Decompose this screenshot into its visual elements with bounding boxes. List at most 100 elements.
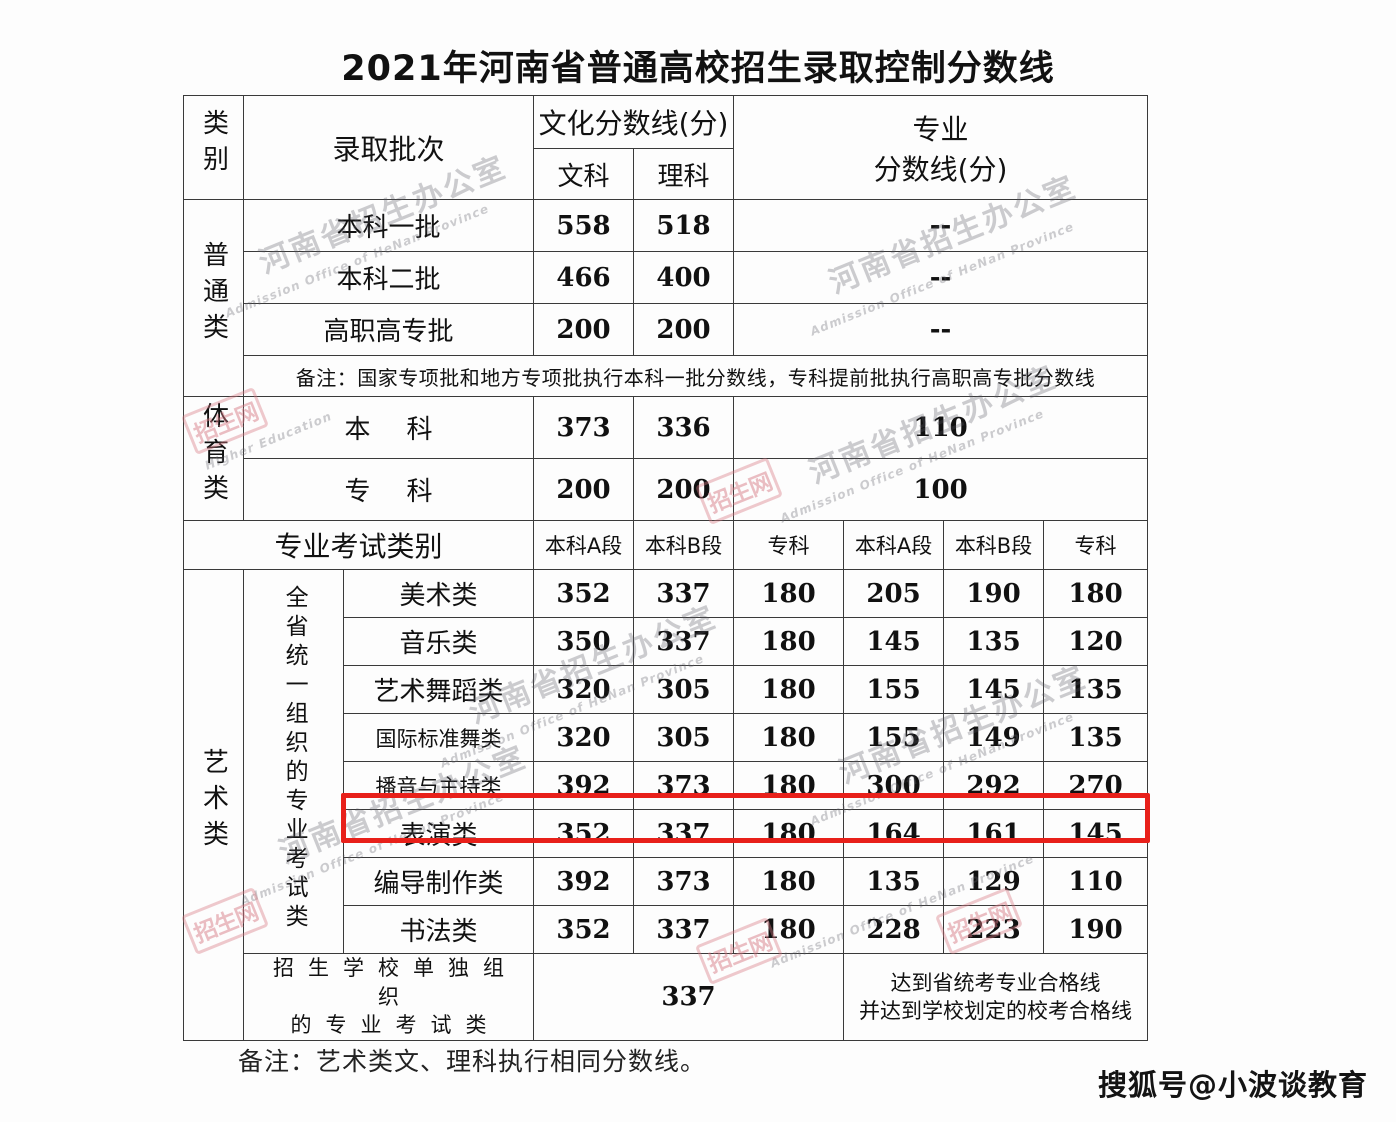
cell-science-score: 518 [633, 199, 735, 252]
art-score-value: 292 [966, 770, 1021, 801]
table-row-general-2: 本科二批 466 400 -- [184, 251, 1149, 304]
art-score-value: 337 [656, 914, 711, 945]
art-score-value: 190 [966, 578, 1021, 609]
art-score-value: 320 [556, 722, 611, 753]
table-row-school-exam: 招生学校单独组织 的专业考试类 337 达到省统考专业合格线 并达到学校划定的校… [184, 953, 1149, 1041]
cell-art-score: 149 [943, 713, 1045, 762]
cell-art-score: 270 [1043, 761, 1149, 810]
cell-science-score: 400 [633, 251, 735, 304]
cell-liberal-score: 466 [533, 251, 635, 304]
science-score-value: 336 [656, 412, 711, 443]
art-exam-type-label: 专业考试类别 [274, 530, 443, 563]
cell-art-score: 190 [1043, 905, 1149, 954]
header-cell-batch: 录取批次 [242, 95, 535, 200]
art-score-value: 373 [656, 866, 711, 897]
category-sports-label: 体育类 [198, 401, 229, 510]
cell-batch-name: 本科 [242, 396, 535, 459]
cell-art-score: 305 [633, 665, 735, 714]
cell-col-header: 本科A段 [843, 520, 945, 570]
art-score-value: 129 [966, 866, 1021, 897]
cell-art-score: 373 [633, 857, 735, 906]
art-score-value: 337 [656, 578, 711, 609]
cell-major-score: -- [733, 199, 1149, 252]
cell-art-score: 110 [1043, 857, 1149, 906]
cell-school-exam-label: 招生学校单独组织 的专业考试类 [242, 953, 535, 1041]
cell-art-row-name: 编导制作类 [342, 857, 535, 906]
cell-art-row-name: 播音与主持类 [342, 761, 535, 810]
cell-art-score: 392 [533, 857, 635, 906]
cell-art-score: 155 [843, 713, 945, 762]
art-score-value: 155 [866, 674, 921, 705]
cell-col-header: 专科 [733, 520, 845, 570]
art-score-value: 145 [866, 626, 921, 657]
cell-liberal-score: 200 [533, 458, 635, 521]
category-art-label: 艺术类 [198, 748, 229, 856]
table-row-general-3: 高职高专批 200 200 -- [184, 303, 1149, 356]
art-score-value: 350 [556, 626, 611, 657]
art-score-value: 190 [1068, 914, 1123, 945]
header-major-score-line1: 专业 [912, 112, 969, 146]
table-row-art-3: 艺术舞蹈类 320 305 180 155 145 135 [184, 665, 1149, 714]
cell-art-row-name: 音乐类 [342, 617, 535, 666]
art-score-value: 352 [556, 914, 611, 945]
header-cell-science: 理科 [633, 148, 735, 200]
art-score-value: 135 [1068, 674, 1123, 705]
cell-batch-name: 本科一批 [242, 199, 535, 252]
batch-label: 专科 [344, 477, 469, 507]
art-score-value: 180 [761, 578, 816, 609]
art-score-value: 337 [656, 818, 711, 849]
art-row-name-label: 艺术舞蹈类 [373, 677, 504, 707]
header-cell-liberal: 文科 [533, 148, 635, 200]
cell-liberal-score: 558 [533, 199, 635, 252]
cell-col-header: 本科B段 [943, 520, 1045, 570]
col-header-label: 本科B段 [644, 534, 723, 558]
art-score-value: 392 [556, 866, 611, 897]
cell-art-score: 300 [843, 761, 945, 810]
art-score-value: 300 [866, 770, 921, 801]
art-score-value: 270 [1068, 770, 1123, 801]
cell-science-score: 200 [633, 458, 735, 521]
batch-label: 本科二批 [336, 265, 441, 295]
cell-art-score: 223 [943, 905, 1045, 954]
header-cell-culture-score: 文化分数线(分) [533, 95, 735, 149]
art-score-value: 110 [1068, 866, 1123, 897]
art-score-value: 352 [556, 818, 611, 849]
art-score-value: 180 [1068, 578, 1123, 609]
cell-art-score: 352 [533, 569, 635, 618]
cell-batch-name: 专科 [242, 458, 535, 521]
science-score-value: 518 [656, 210, 711, 241]
col-header-label: 专科 [1074, 534, 1117, 558]
table-row-sports-1: 体育类 本科 373 336 110 [183, 396, 1149, 521]
school-exam-major-line1: 达到省统考专业合格线 [890, 970, 1101, 995]
table-row-art-1: 艺术类 全省统一组织的专业考试类 美术类 352 337 180 205 190… [183, 569, 1149, 1041]
cell-art-score: 373 [633, 761, 735, 810]
header-category-label: 类别 [198, 108, 229, 181]
art-score-value: 145 [966, 674, 1021, 705]
col-header-label: 本科A段 [544, 534, 623, 558]
cell-art-score: 320 [533, 665, 635, 714]
liberal-score-value: 200 [556, 474, 611, 505]
category-general-label: 普通类 [198, 241, 229, 349]
science-score-value: 200 [656, 474, 711, 505]
cell-major-score: 100 [733, 458, 1149, 521]
art-score-value: 180 [761, 914, 816, 945]
cell-art-score: 135 [1043, 713, 1149, 762]
cell-art-score: 292 [943, 761, 1045, 810]
science-score-value: 200 [656, 314, 711, 345]
art-score-value: 180 [761, 866, 816, 897]
cell-art-score: 180 [733, 857, 845, 906]
liberal-score-value: 200 [556, 314, 611, 345]
art-sub-label: 全省统一组织的专业考试类 [281, 584, 308, 933]
col-header-label: 专科 [767, 534, 810, 558]
table-row-art-7: 编导制作类 392 373 180 135 129 110 [184, 857, 1149, 906]
category-cell-general: 普通类 [183, 199, 244, 397]
art-score-value: 305 [656, 722, 711, 753]
cell-art-score: 337 [633, 905, 735, 954]
cell-liberal-score: 200 [533, 303, 635, 356]
art-score-value: 337 [656, 626, 711, 657]
cell-school-exam-major: 达到省统考专业合格线 并达到学校划定的校考合格线 [843, 953, 1149, 1041]
art-score-value: 180 [761, 626, 816, 657]
cell-art-score: 145 [943, 665, 1045, 714]
header-culture-score-label: 文化分数线(分) [538, 107, 729, 140]
score-line-table: 类别 录取批次 文化分数线(分) 专业 分数线(分) 文科 理科 [182, 95, 1149, 1041]
